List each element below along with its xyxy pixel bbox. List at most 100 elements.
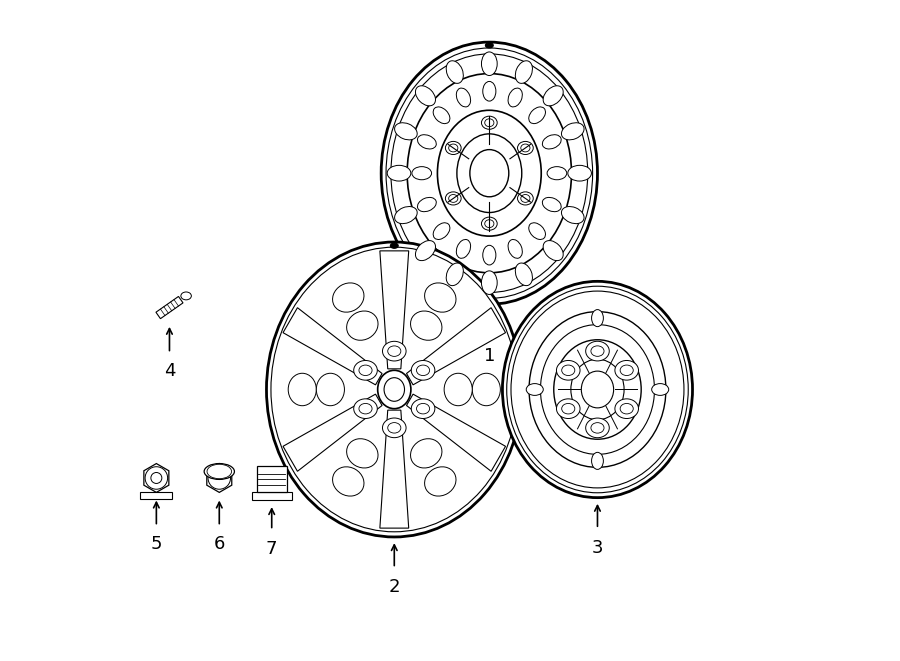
Ellipse shape bbox=[359, 403, 372, 414]
Ellipse shape bbox=[316, 373, 345, 406]
Ellipse shape bbox=[516, 61, 533, 83]
Ellipse shape bbox=[507, 286, 688, 492]
Ellipse shape bbox=[394, 206, 418, 223]
Ellipse shape bbox=[418, 135, 436, 149]
Ellipse shape bbox=[529, 311, 666, 467]
Ellipse shape bbox=[444, 373, 472, 406]
Ellipse shape bbox=[586, 418, 609, 438]
Ellipse shape bbox=[615, 360, 638, 380]
Ellipse shape bbox=[615, 399, 638, 418]
Ellipse shape bbox=[388, 422, 400, 433]
Ellipse shape bbox=[485, 43, 493, 48]
Ellipse shape bbox=[521, 194, 530, 202]
Text: 5: 5 bbox=[150, 535, 162, 553]
Ellipse shape bbox=[387, 165, 410, 181]
Ellipse shape bbox=[416, 241, 436, 260]
Ellipse shape bbox=[382, 418, 406, 438]
Ellipse shape bbox=[457, 134, 522, 213]
Ellipse shape bbox=[485, 119, 494, 127]
FancyBboxPatch shape bbox=[140, 492, 172, 499]
Ellipse shape bbox=[359, 365, 372, 375]
Ellipse shape bbox=[151, 473, 162, 483]
Ellipse shape bbox=[354, 399, 377, 418]
Ellipse shape bbox=[529, 107, 545, 124]
Ellipse shape bbox=[543, 135, 562, 149]
Ellipse shape bbox=[652, 383, 669, 395]
Ellipse shape bbox=[516, 263, 533, 286]
Ellipse shape bbox=[502, 282, 692, 498]
Polygon shape bbox=[207, 463, 232, 492]
Ellipse shape bbox=[425, 467, 456, 496]
Ellipse shape bbox=[288, 373, 316, 406]
Ellipse shape bbox=[620, 365, 634, 375]
Ellipse shape bbox=[410, 439, 442, 468]
Ellipse shape bbox=[456, 88, 471, 107]
Ellipse shape bbox=[378, 370, 411, 408]
Ellipse shape bbox=[482, 116, 497, 130]
Text: 4: 4 bbox=[164, 362, 176, 380]
Polygon shape bbox=[407, 394, 506, 471]
Ellipse shape bbox=[407, 73, 572, 273]
Ellipse shape bbox=[271, 247, 518, 532]
Ellipse shape bbox=[446, 192, 461, 205]
Ellipse shape bbox=[554, 340, 641, 440]
Ellipse shape bbox=[591, 452, 603, 469]
Ellipse shape bbox=[446, 263, 464, 286]
Ellipse shape bbox=[529, 223, 545, 239]
Polygon shape bbox=[283, 307, 382, 385]
Ellipse shape bbox=[266, 242, 522, 537]
Polygon shape bbox=[407, 307, 506, 385]
Ellipse shape bbox=[511, 291, 684, 488]
Ellipse shape bbox=[433, 223, 450, 239]
Ellipse shape bbox=[543, 198, 562, 212]
Ellipse shape bbox=[354, 360, 377, 380]
Ellipse shape bbox=[571, 359, 624, 420]
Ellipse shape bbox=[145, 467, 167, 489]
Ellipse shape bbox=[181, 292, 192, 300]
Ellipse shape bbox=[382, 341, 406, 361]
Ellipse shape bbox=[418, 198, 436, 212]
Polygon shape bbox=[283, 394, 382, 471]
Ellipse shape bbox=[417, 403, 429, 414]
Ellipse shape bbox=[386, 48, 592, 298]
Text: 3: 3 bbox=[591, 539, 603, 557]
Ellipse shape bbox=[204, 463, 234, 479]
Ellipse shape bbox=[333, 283, 364, 312]
Ellipse shape bbox=[482, 217, 497, 230]
Ellipse shape bbox=[562, 403, 575, 414]
Ellipse shape bbox=[541, 325, 654, 454]
Ellipse shape bbox=[391, 54, 588, 292]
Ellipse shape bbox=[412, 167, 432, 180]
Ellipse shape bbox=[620, 403, 634, 414]
Ellipse shape bbox=[416, 86, 436, 106]
Ellipse shape bbox=[417, 365, 429, 375]
Ellipse shape bbox=[556, 360, 581, 380]
Polygon shape bbox=[380, 410, 409, 528]
Ellipse shape bbox=[556, 399, 581, 418]
Ellipse shape bbox=[346, 439, 378, 468]
Ellipse shape bbox=[568, 165, 591, 181]
Ellipse shape bbox=[518, 141, 534, 155]
Ellipse shape bbox=[384, 377, 404, 401]
Text: 6: 6 bbox=[213, 535, 225, 553]
Ellipse shape bbox=[591, 346, 604, 356]
Ellipse shape bbox=[547, 167, 567, 180]
Text: 7: 7 bbox=[266, 539, 277, 558]
Ellipse shape bbox=[388, 346, 400, 356]
Ellipse shape bbox=[482, 245, 496, 265]
Ellipse shape bbox=[544, 86, 563, 106]
Ellipse shape bbox=[433, 107, 450, 124]
Ellipse shape bbox=[394, 123, 418, 140]
Ellipse shape bbox=[562, 365, 575, 375]
Ellipse shape bbox=[482, 52, 497, 75]
Ellipse shape bbox=[482, 271, 497, 294]
Ellipse shape bbox=[456, 239, 471, 258]
Ellipse shape bbox=[562, 123, 584, 140]
Ellipse shape bbox=[586, 341, 609, 361]
Ellipse shape bbox=[425, 283, 456, 312]
Ellipse shape bbox=[472, 373, 500, 406]
Ellipse shape bbox=[449, 144, 458, 152]
Ellipse shape bbox=[485, 219, 494, 227]
Ellipse shape bbox=[391, 243, 398, 249]
Ellipse shape bbox=[470, 149, 508, 197]
